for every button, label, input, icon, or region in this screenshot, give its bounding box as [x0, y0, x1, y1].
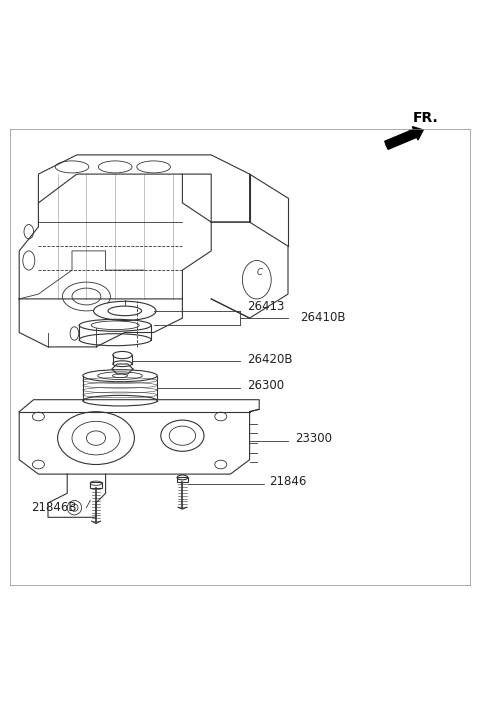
Text: 26300: 26300 [247, 379, 284, 392]
Text: 21846: 21846 [269, 475, 306, 488]
Text: FR.: FR. [413, 111, 439, 125]
Bar [90, 482, 102, 488]
Ellipse shape [94, 302, 156, 321]
Bar [177, 478, 188, 482]
Text: 23300: 23300 [295, 432, 332, 445]
Ellipse shape [177, 475, 188, 480]
Text: 26410B: 26410B [300, 312, 346, 324]
Text: 21846B: 21846B [31, 501, 77, 514]
Text: 26420B: 26420B [247, 353, 293, 366]
FancyArrow shape [385, 127, 423, 149]
Text: 26413: 26413 [247, 300, 285, 313]
Text: C: C [257, 268, 263, 277]
Ellipse shape [108, 306, 142, 316]
